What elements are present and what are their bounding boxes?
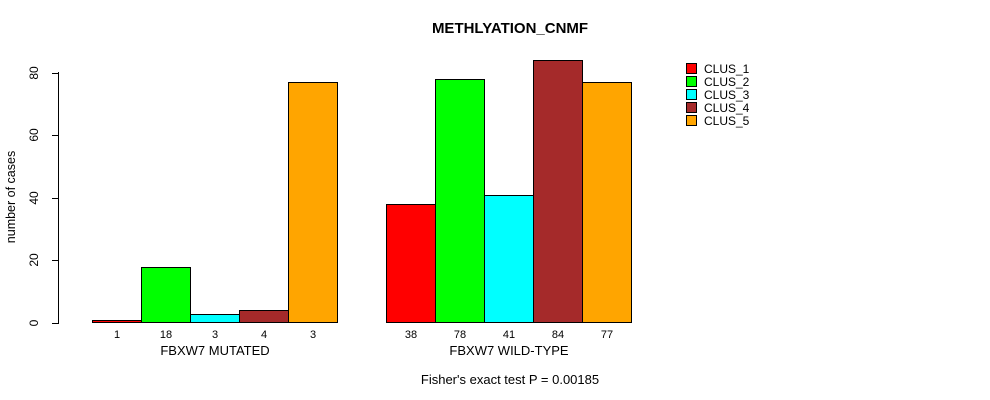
legend-swatch-clus_4 [686,102,697,113]
legend-swatch-clus_5 [686,115,697,126]
bar-clus_4-group2 [533,60,583,323]
y-tick-label: 0 [27,319,41,327]
legend-item-clus_4: CLUS_4 [686,100,750,115]
legend-label: CLUS_1 [704,61,750,76]
bar-value-label: 18 [159,329,173,341]
bar-value-label: 1 [113,329,121,341]
bar-clus_5-group2 [582,82,632,323]
legend-label: CLUS_3 [704,87,750,102]
bar-value-label: 84 [551,329,565,341]
y-tick-label: 60 [27,128,41,142]
y-tick-mark [52,323,58,324]
group-label: FBXW7 MUTATED [160,343,270,358]
bar-value-label: 4 [260,329,268,341]
bar-clus_1-group2 [386,204,436,323]
y-tick-mark [52,135,58,136]
bar-clus_2-group2 [435,79,485,323]
y-axis-line [58,72,59,324]
y-tick-mark [52,73,58,74]
bar-clus_3-group2 [484,195,534,323]
y-axis-label: number of cases [4,150,18,244]
chart-title: METHLYATION_CNMF [431,20,589,37]
bar-value-label: 41 [502,329,516,341]
y-tick-label: 40 [27,191,41,205]
bar-value-label: 38 [404,329,418,341]
bar-clus_2-group1 [141,267,191,323]
legend-item-clus_2: CLUS_2 [686,74,750,89]
legend-label: CLUS_5 [704,113,750,128]
bar-clus_1-group1 [92,320,142,323]
legend-swatch-clus_1 [686,63,697,74]
legend-item-clus_1: CLUS_1 [686,61,750,76]
bar-clus_5-group1 [288,82,338,323]
bar-value-label: 3 [309,329,317,341]
legend-label: CLUS_4 [704,100,750,115]
y-tick-label: 20 [27,253,41,267]
bar-clus_4-group1 [239,310,289,323]
legend-label: CLUS_2 [704,74,750,89]
bar-clus_3-group1 [190,314,240,323]
legend: CLUS_1 CLUS_2 CLUS_3 CLUS_4 CLUS_5 [686,61,750,128]
y-tick-mark [52,198,58,199]
bar-value-label: 3 [211,329,219,341]
y-tick-label: 80 [27,66,41,80]
legend-swatch-clus_2 [686,76,697,87]
fisher-test-note: Fisher's exact test P = 0.00185 [420,372,600,387]
bar-value-label: 78 [453,329,467,341]
group-label: FBXW7 WILD-TYPE [449,343,569,358]
legend-item-clus_3: CLUS_3 [686,87,750,102]
legend-swatch-clus_3 [686,89,697,100]
y-tick-mark [52,260,58,261]
bar-value-label: 77 [600,329,614,341]
legend-item-clus_5: CLUS_5 [686,113,750,128]
